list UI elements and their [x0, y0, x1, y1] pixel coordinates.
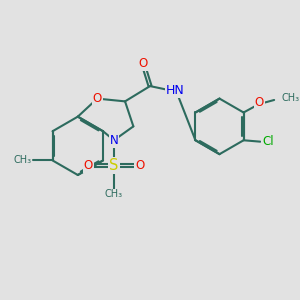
Text: S: S [109, 158, 119, 173]
Text: O: O [139, 57, 148, 70]
Text: O: O [83, 159, 93, 172]
Text: CH₃: CH₃ [282, 93, 300, 103]
Text: O: O [135, 159, 144, 172]
Text: CH₃: CH₃ [105, 190, 123, 200]
Text: CH₃: CH₃ [13, 155, 31, 165]
Text: HN: HN [166, 84, 184, 97]
Text: Cl: Cl [262, 135, 274, 148]
Text: O: O [93, 92, 102, 105]
Text: N: N [110, 134, 118, 147]
Text: O: O [255, 96, 264, 109]
